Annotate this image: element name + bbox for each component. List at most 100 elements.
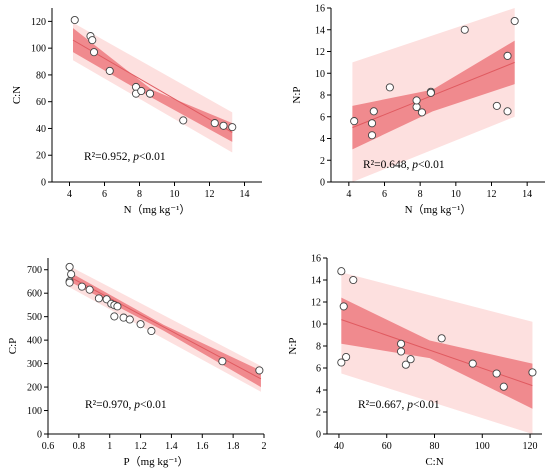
data-point [468, 359, 477, 368]
x-tick-label: 1.4 [165, 441, 178, 452]
x-tick-label: 10 [451, 189, 461, 200]
x-tick-label: 14 [240, 189, 250, 200]
y-tick-label: 10 [311, 320, 321, 331]
x-axis-title: N（mg kg⁻¹） [124, 203, 191, 216]
y-axis-title: N:P [287, 337, 299, 354]
y-tick-label: 14 [311, 276, 321, 287]
y-tick-label: 300 [27, 359, 42, 370]
y-tick-label: 500 [27, 312, 42, 323]
y-tick-label: 12 [315, 47, 325, 58]
regression-line [341, 319, 533, 387]
regression-line [69, 276, 262, 380]
data-point [94, 294, 103, 303]
data-point [113, 302, 122, 311]
x-tick-label: 10 [170, 189, 180, 200]
stat-annotation: R²=0.952, p<0.01 [84, 151, 166, 163]
data-point [219, 121, 228, 130]
data-point [367, 119, 377, 128]
x-tick-label: 4 [346, 189, 351, 200]
y-tick-label: 400 [27, 336, 42, 347]
y-axis-title: C:N [11, 86, 23, 104]
y-tick-label: 0 [320, 178, 325, 189]
data-point [503, 51, 512, 60]
data-point [136, 320, 145, 329]
data-point [65, 262, 74, 271]
x-tick-label: 2 [262, 441, 267, 452]
x-tick-label: 60 [382, 441, 392, 452]
data-point [110, 312, 119, 321]
y-axis-title: C:P [7, 338, 19, 355]
stat-annotation: R²=0.970, p<0.01 [85, 399, 167, 411]
y-axis-title: N:P [291, 86, 303, 103]
y-tick-label: 0 [37, 430, 42, 441]
data-point [492, 101, 501, 110]
x-tick-label: 40 [334, 441, 344, 452]
data-point [337, 358, 346, 367]
data-point [89, 48, 99, 57]
data-point [349, 275, 358, 285]
x-tick-label: 6 [382, 189, 387, 200]
x-tick-label: 4 [67, 189, 72, 200]
data-point [88, 36, 97, 45]
x-axis-title: C:N [425, 456, 443, 468]
data-point [137, 86, 146, 96]
data-point [460, 25, 469, 34]
y-tick-label: 2 [320, 156, 325, 167]
x-axis-title: N（mg kg⁻¹） [405, 203, 472, 216]
data-point [218, 357, 227, 366]
data-point [426, 88, 435, 97]
data-point [70, 15, 79, 25]
data-point [437, 334, 446, 343]
x-tick-label: 8 [418, 189, 423, 200]
data-point [77, 282, 86, 291]
confidence-band [341, 297, 533, 409]
regression-line [72, 39, 233, 133]
x-tick-label: 1 [107, 441, 112, 452]
x-tick-label: 8 [137, 189, 142, 200]
data-point [179, 116, 188, 125]
data-point [401, 360, 410, 369]
data-point [228, 123, 237, 132]
data-point [145, 89, 155, 98]
data-point [210, 119, 219, 128]
y-tick-label: 200 [27, 383, 42, 394]
y-tick-label: 120 [31, 17, 46, 28]
data-point [350, 117, 359, 126]
data-point [397, 339, 406, 348]
x-tick-label: 0.6 [42, 441, 55, 452]
panel-cp-vs-p: 0.6 0.8 1 1.2 1.4 1.6 1.8 2 0 100 200 300 400 500 600 7… [7, 258, 267, 468]
stat-annotation: R²=0.667, p<0.01 [358, 399, 440, 411]
y-tick-label: 16 [311, 254, 321, 265]
data-point [417, 108, 427, 117]
data-point [412, 96, 421, 105]
data-point [105, 66, 114, 75]
data-point [528, 368, 537, 377]
data-point [337, 267, 346, 276]
data-point [255, 366, 264, 375]
x-tick-label: 100 [475, 441, 490, 452]
y-tick-label: 40 [36, 124, 46, 135]
y-tick-label: 80 [36, 70, 46, 81]
data-point [406, 355, 415, 364]
x-tick-label: 6 [102, 189, 107, 200]
y-tick-label: 12 [311, 298, 321, 309]
data-point [385, 83, 394, 92]
y-tick-label: 2 [316, 408, 321, 419]
y-tick-label: 600 [27, 289, 42, 300]
data-point [147, 326, 156, 336]
y-tick-label: 6 [320, 112, 325, 123]
prediction-band [73, 22, 233, 153]
data-point [369, 107, 378, 116]
y-tick-label: 8 [320, 91, 325, 102]
x-axis-title: P（mg kg⁻¹） [123, 455, 188, 468]
data-point [65, 278, 74, 287]
x-tick-label: 1.6 [196, 441, 209, 452]
x-tick-label: 12 [205, 189, 215, 200]
y-tick-label: 16 [315, 4, 325, 15]
data-point [510, 16, 519, 26]
panel-cn-vs-n: 4 6 8 10 12 14 0 20 40 60 80 100 120 N（mg kg⁻¹） C:N R²=… [11, 8, 262, 216]
x-tick-label: 0.8 [73, 441, 86, 452]
y-tick-label: 14 [315, 25, 325, 36]
y-tick-label: 4 [320, 134, 325, 145]
